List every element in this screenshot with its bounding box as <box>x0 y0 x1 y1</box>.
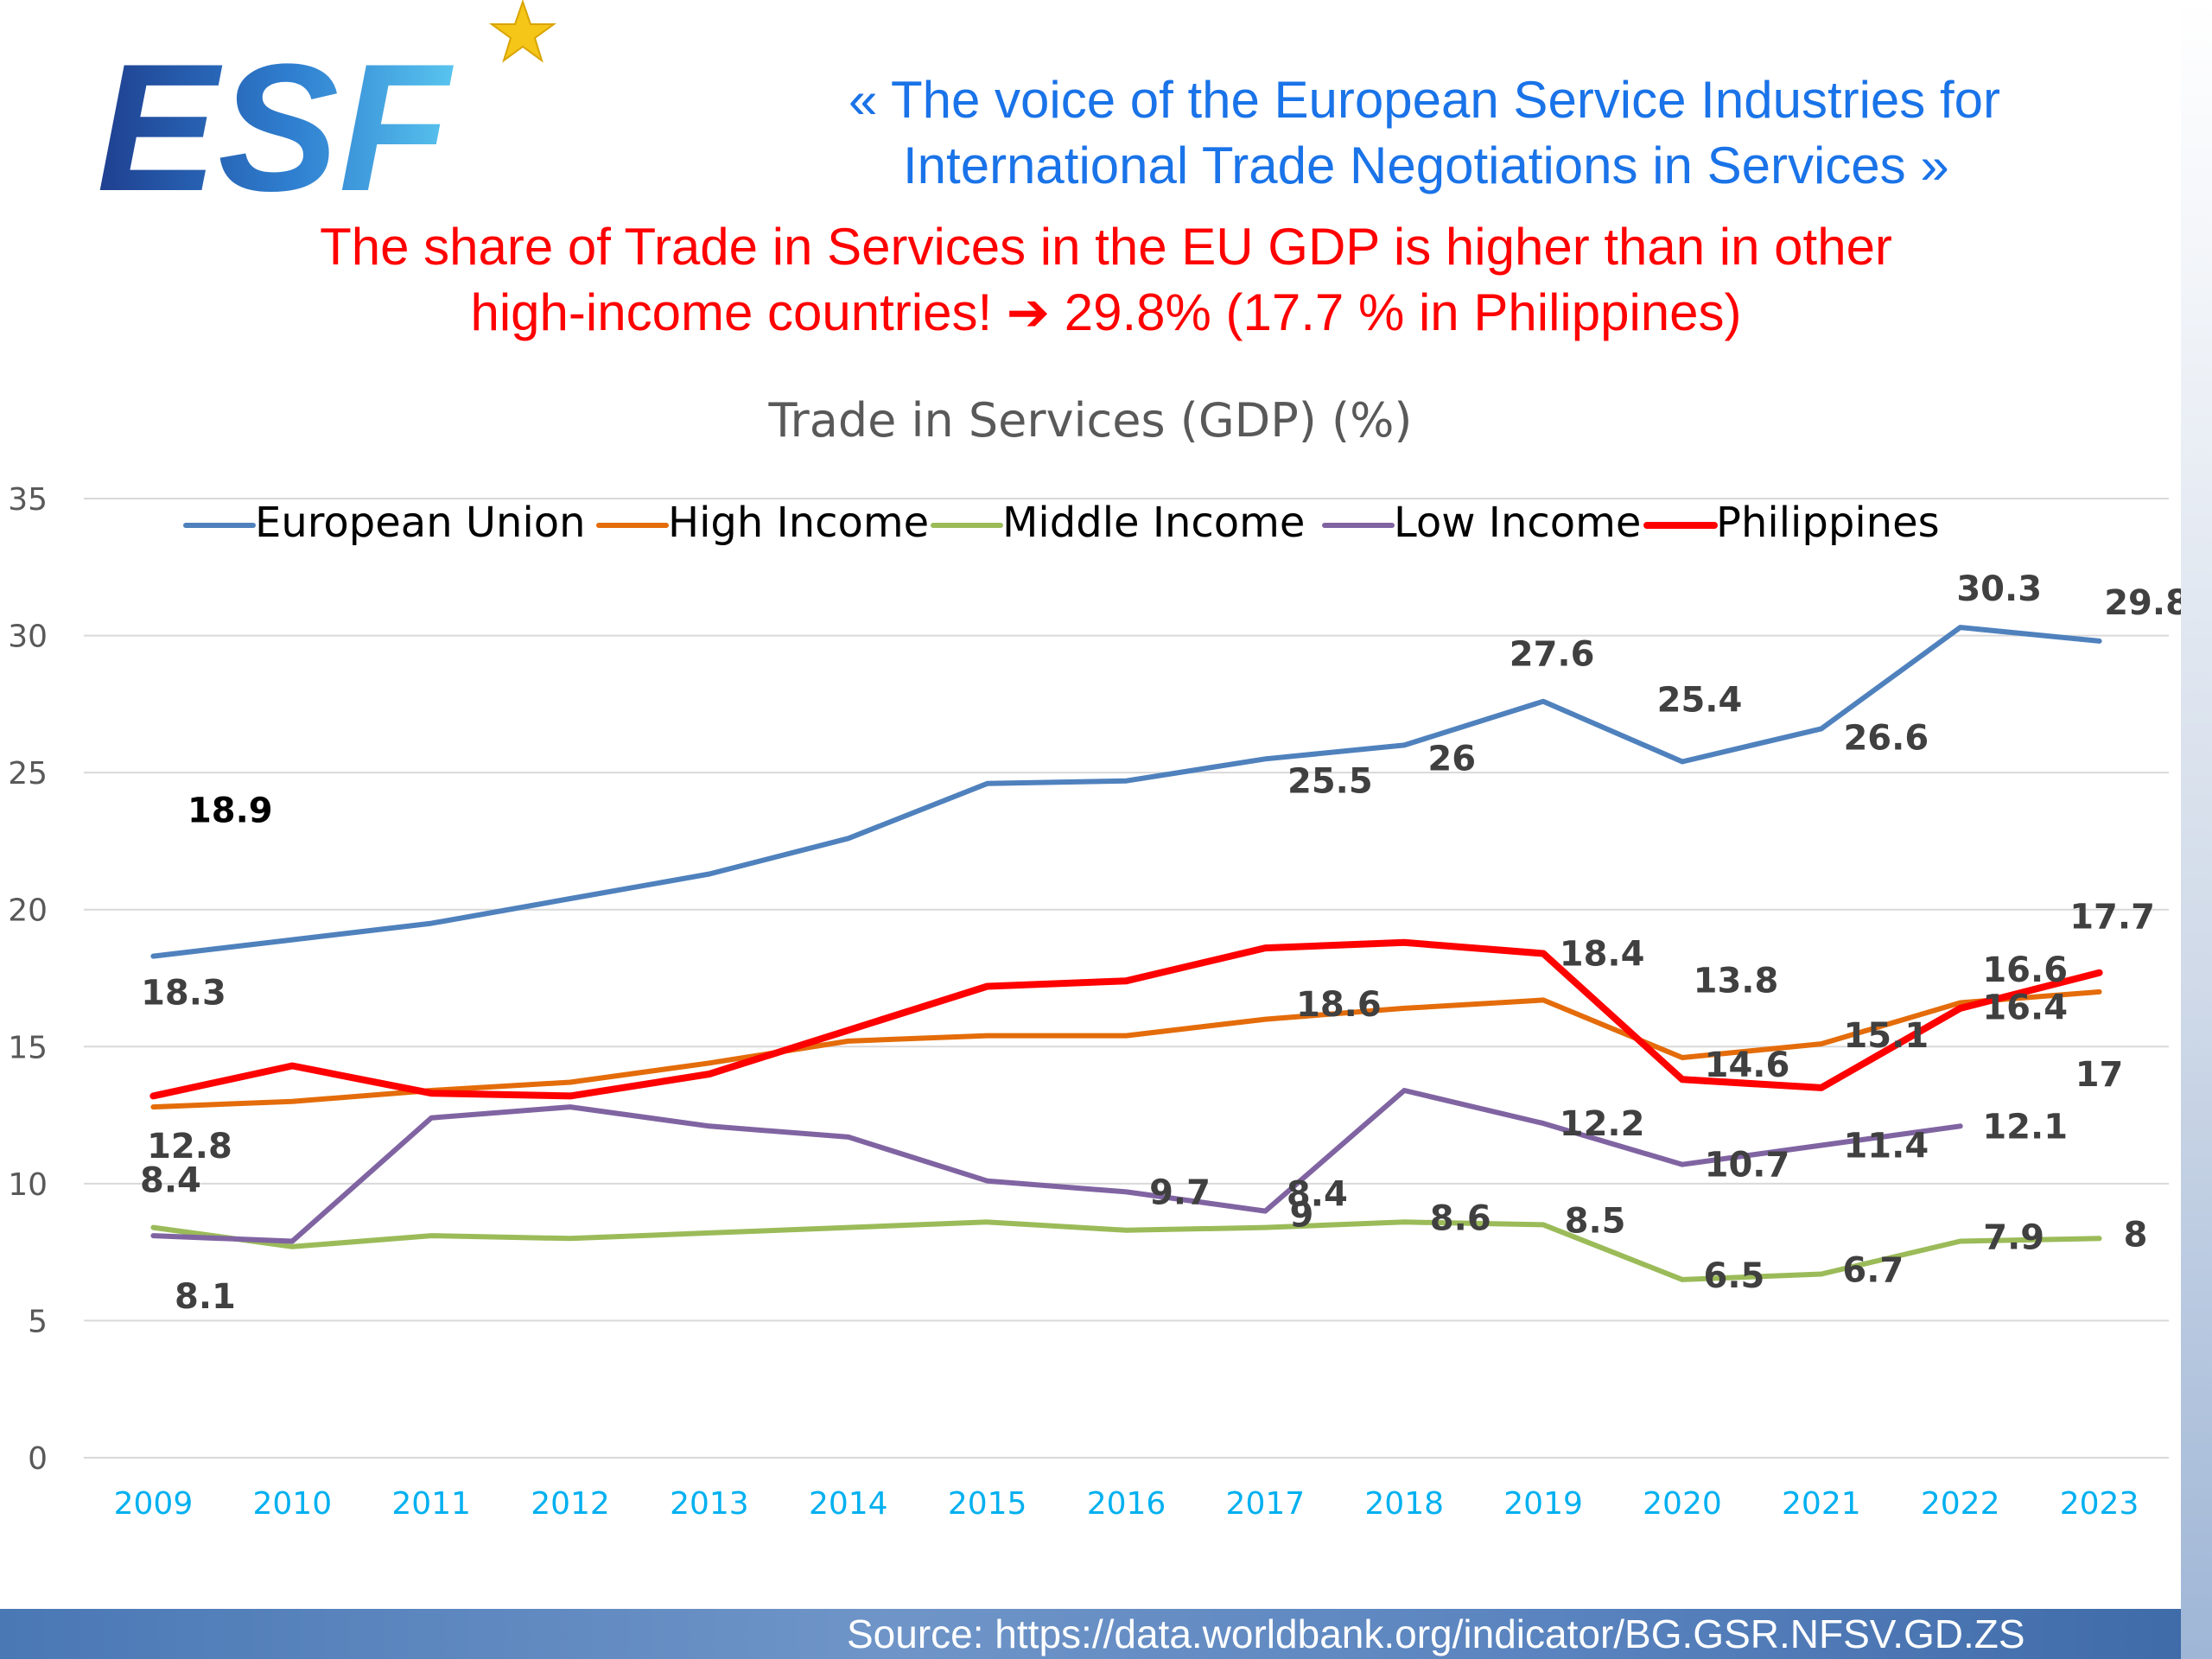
data-label: 9.7 <box>1149 1173 1211 1212</box>
tagline-line-2: International Trade Negotiations in Serv… <box>903 137 1949 194</box>
x-tick-label: 2011 <box>391 1486 471 1522</box>
data-label: 13.8 <box>1694 961 1779 1001</box>
data-label: 18.3 <box>141 974 226 1014</box>
star-icon <box>488 0 557 63</box>
y-tick-label: 10 <box>8 1167 48 1203</box>
legend-label: Middle Income <box>1002 499 1305 547</box>
data-label: 8.4 <box>1287 1175 1348 1215</box>
data-label: 15.1 <box>1843 1016 1929 1056</box>
x-tick-label: 2015 <box>948 1486 1027 1522</box>
headline-line-1: The share of Trade in Services in the EU… <box>320 218 1892 276</box>
y-tick-label: 35 <box>8 482 48 518</box>
series-line-european-union <box>150 625 2102 959</box>
data-label: 8.4 <box>140 1161 201 1201</box>
legend-label: Low Income <box>1394 499 1641 547</box>
data-label: 12.8 <box>147 1127 232 1166</box>
tagline: « The voice of the European Service Indu… <box>830 67 2143 199</box>
logo-text: ESF <box>97 26 454 207</box>
data-label: 17 <box>2075 1055 2124 1095</box>
y-tick-label: 20 <box>8 893 48 929</box>
esf-logo: ESF <box>97 0 557 207</box>
series-line-low-income <box>150 1088 1963 1244</box>
source-note: Source: https://data.worldbank.org/indic… <box>847 1611 2025 1656</box>
series-line-high-income <box>150 988 2102 1110</box>
data-label: 8.1 <box>175 1277 236 1317</box>
chart-title: Trade in Services (GDP) (%) <box>767 393 1412 448</box>
data-label: 8 <box>2124 1215 2148 1255</box>
x-tick-label: 2018 <box>1364 1486 1444 1522</box>
trade-in-services-chart: Trade in Services (GDP) (%) 0 5 10 15 20 25 30 3… <box>8 393 2190 1522</box>
data-label: 18.6 <box>1296 985 1382 1025</box>
data-label: 6.5 <box>1704 1256 1765 1296</box>
data-label: 17.7 <box>2069 898 2155 938</box>
data-label: 30.3 <box>1956 569 2042 609</box>
x-tick-label: 2016 <box>1087 1486 1166 1522</box>
data-label: 12.1 <box>1982 1107 2068 1147</box>
data-label: 12.2 <box>1560 1104 1645 1144</box>
footer-bar <box>0 1609 2212 1659</box>
x-tick-label: 2019 <box>1503 1486 1583 1522</box>
x-tick-label: 2014 <box>809 1486 888 1522</box>
x-tick-label: 2012 <box>531 1486 610 1522</box>
data-label: 18.4 <box>1560 934 1645 974</box>
y-tick-label: 25 <box>8 756 48 791</box>
data-label: 25.5 <box>1287 761 1373 801</box>
y-tick-label: 30 <box>8 620 48 655</box>
data-label: 18.9 <box>188 791 273 831</box>
data-label: 8.5 <box>1565 1201 1626 1241</box>
x-tick-label: 2017 <box>1226 1486 1306 1522</box>
legend-label: Philippines <box>1716 499 1940 547</box>
headline: The share of Trade in Services in the EU… <box>0 214 2212 346</box>
legend-label: High Income <box>668 499 929 547</box>
series-line-philippines <box>149 938 2103 1100</box>
series-line-middle-income <box>150 1219 2102 1282</box>
x-tick-label: 2010 <box>252 1486 332 1522</box>
y-tick-label: 0 <box>28 1441 48 1477</box>
data-label: 9 <box>1289 1196 1313 1236</box>
data-label: 25.4 <box>1657 680 1743 720</box>
headline-line-2: high-income countries! ➔ 29.8% (17.7 % i… <box>470 283 1742 341</box>
data-label: 29.8 <box>2104 583 2190 623</box>
x-tick-label: 2022 <box>1921 1486 2000 1522</box>
data-label: 6.7 <box>1842 1251 1904 1291</box>
tagline-line-1: « The voice of the European Service Indu… <box>849 71 2000 129</box>
data-label: 26.6 <box>1843 718 1929 758</box>
x-tick-label: 2009 <box>114 1486 194 1522</box>
y-tick-label: 15 <box>8 1030 48 1065</box>
decorative-edge <box>2181 0 2212 1659</box>
data-label: 8.6 <box>1430 1198 1491 1238</box>
data-label: 16.6 <box>1982 950 2068 990</box>
data-label: 26 <box>1427 739 1476 779</box>
legend-label: European Union <box>255 499 586 547</box>
data-label: 16.4 <box>1982 988 2068 1028</box>
x-tick-label: 2020 <box>1643 1486 1722 1522</box>
data-label: 14.6 <box>1705 1046 1790 1085</box>
y-tick-label: 5 <box>28 1304 48 1339</box>
data-label: 10.7 <box>1705 1146 1790 1185</box>
x-tick-label: 2021 <box>1782 1486 1861 1522</box>
x-tick-label: 2013 <box>670 1486 749 1522</box>
data-label: 27.6 <box>1510 635 1595 675</box>
data-label: 11.4 <box>1843 1126 1929 1166</box>
data-label: 7.9 <box>1983 1217 2044 1257</box>
x-tick-label: 2023 <box>2060 1486 2139 1522</box>
